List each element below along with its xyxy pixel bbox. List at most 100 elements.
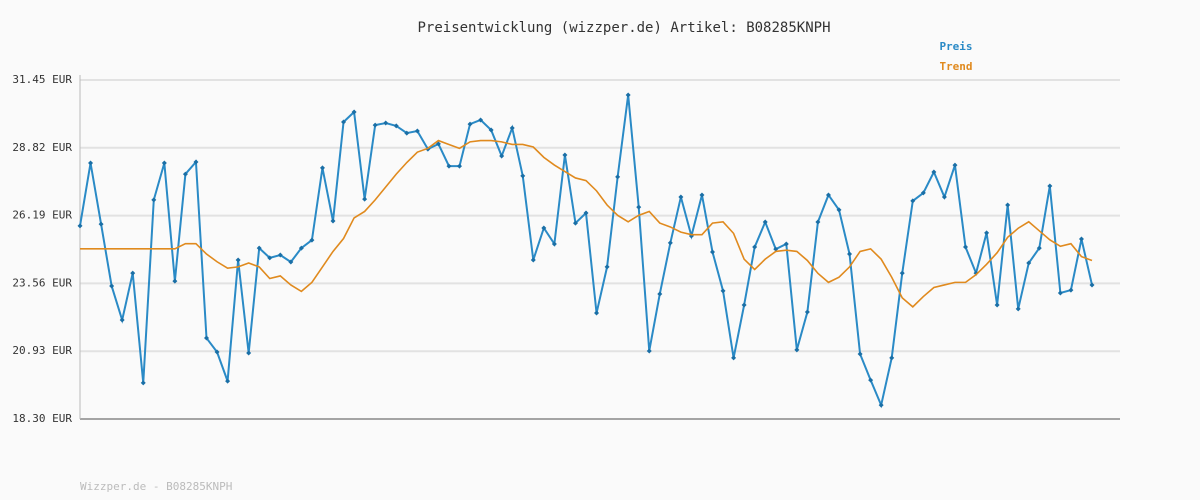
marker — [952, 162, 958, 168]
marker — [994, 302, 1000, 308]
marker — [667, 240, 673, 246]
marker — [457, 163, 462, 169]
marker — [752, 244, 758, 250]
marker — [731, 355, 737, 361]
marker — [1015, 306, 1021, 312]
marker — [161, 160, 167, 166]
marker — [372, 122, 378, 128]
marker — [172, 278, 178, 284]
marker — [1047, 183, 1053, 189]
marker — [963, 244, 968, 250]
marker — [383, 120, 389, 126]
marker — [488, 127, 494, 133]
marker — [88, 160, 94, 166]
marker — [984, 230, 990, 236]
marker — [362, 196, 368, 202]
chart-title: Preisentwicklung (wizzper.de) Artikel: B… — [417, 20, 830, 36]
marker — [98, 221, 104, 227]
marker — [246, 350, 252, 356]
marker — [899, 270, 905, 276]
marker — [572, 220, 578, 226]
marker — [594, 310, 600, 316]
marker — [288, 259, 294, 265]
marker — [151, 197, 157, 203]
marker — [741, 302, 747, 308]
marker — [193, 159, 199, 165]
marker — [446, 163, 452, 169]
marker — [467, 121, 473, 127]
marker — [509, 125, 515, 131]
marker — [351, 109, 357, 115]
marker — [267, 255, 273, 261]
marker — [678, 194, 684, 200]
marker — [1068, 287, 1074, 293]
marker — [551, 241, 557, 247]
marker — [910, 198, 916, 204]
marker — [794, 347, 800, 353]
marker — [625, 92, 631, 98]
marker — [1005, 202, 1011, 208]
marker — [604, 264, 610, 270]
marker — [530, 257, 536, 263]
marker — [414, 128, 420, 134]
marker — [1026, 260, 1032, 266]
marker — [847, 251, 853, 257]
marker — [478, 117, 484, 123]
y-tick-label: 28.82 EUR — [12, 141, 72, 154]
marker — [235, 257, 241, 263]
marker — [330, 218, 336, 224]
marker — [646, 348, 652, 354]
marker — [762, 219, 768, 225]
marker — [309, 237, 315, 243]
marker — [889, 355, 895, 361]
marker — [815, 219, 821, 225]
marker — [77, 223, 83, 229]
marker — [1057, 290, 1063, 296]
marker — [1089, 282, 1095, 288]
marker — [931, 169, 937, 175]
marker — [277, 252, 283, 258]
marker — [140, 380, 146, 386]
marker — [804, 309, 810, 315]
marker — [825, 192, 831, 198]
marker — [541, 225, 547, 231]
marker — [204, 335, 209, 341]
marker — [857, 351, 863, 357]
marker — [319, 165, 325, 171]
marker — [130, 270, 136, 276]
line-0 — [79, 94, 1093, 409]
marker — [341, 119, 347, 125]
footer: Wizzper.de - B08285KNPH — [80, 480, 232, 493]
marker — [615, 174, 621, 180]
marker — [182, 171, 188, 177]
marker — [1078, 236, 1084, 242]
y-tick-label: 31.45 EUR — [12, 73, 72, 86]
y-tick-label: 20.93 EUR — [12, 344, 72, 357]
legend-entry: Trend — [939, 60, 972, 73]
marker — [256, 245, 262, 251]
marker — [878, 402, 884, 408]
marker — [773, 246, 779, 252]
y-tick-label: 26.19 EUR — [12, 209, 72, 222]
marker — [404, 130, 410, 136]
marker — [393, 123, 399, 129]
marker — [710, 249, 715, 255]
marker — [520, 173, 526, 179]
marker — [636, 204, 642, 210]
y-tick-label: 23.56 EUR — [12, 276, 72, 289]
marker — [941, 194, 947, 200]
marker — [720, 288, 726, 294]
line-1 — [80, 139, 1093, 308]
marker — [562, 152, 568, 158]
legend-entry: Preis — [939, 40, 972, 53]
marker — [214, 349, 220, 355]
marker — [435, 141, 441, 147]
y-tick-label: 18.30 EUR — [12, 412, 72, 425]
marker — [657, 291, 663, 297]
marker — [1036, 245, 1042, 251]
marker — [783, 241, 789, 247]
marker — [699, 192, 705, 198]
marker — [225, 378, 231, 384]
